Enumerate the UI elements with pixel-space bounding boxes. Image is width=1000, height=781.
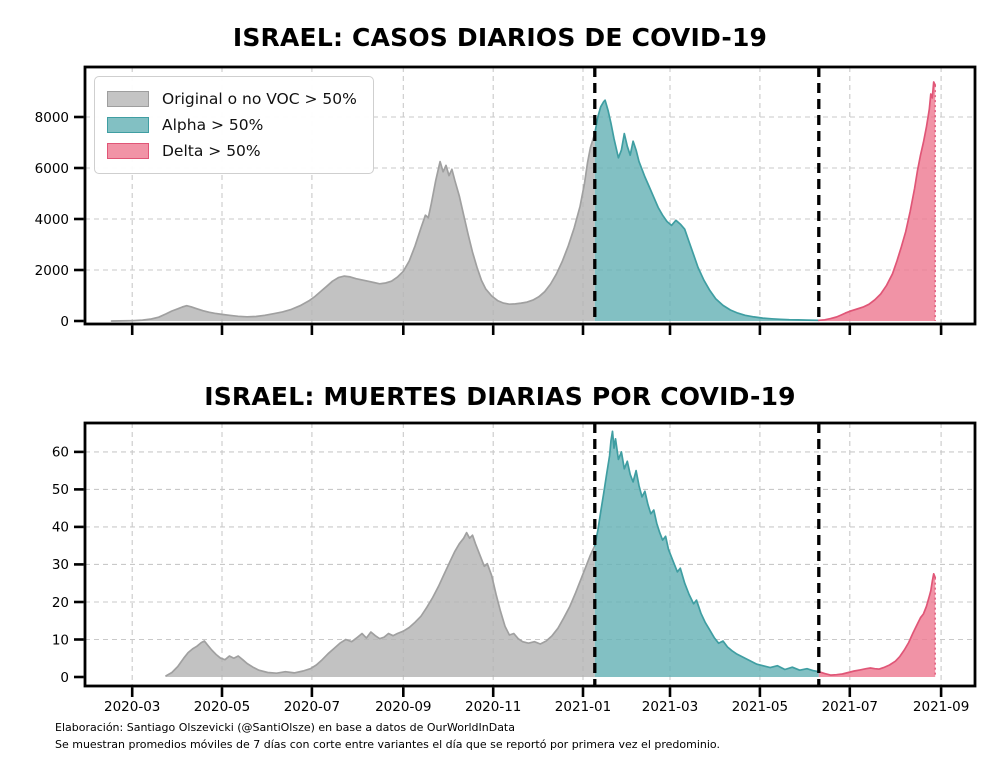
x-tick-label: 2020-09 <box>375 699 431 715</box>
x-tick-label: 2021-09 <box>913 699 969 715</box>
attribution-footer: Elaboración: Santiago Olszevicki (@Santi… <box>55 720 720 753</box>
y-tick-label: 50 <box>52 482 69 498</box>
legend-label-delta: Delta > 50% <box>162 142 261 160</box>
legend-item-original: Original o no VOC > 50% <box>107 86 357 112</box>
legend-item-delta: Delta > 50% <box>107 138 357 164</box>
x-tick-label: 2020-05 <box>194 699 250 715</box>
y-tick-label: 10 <box>52 632 69 648</box>
y-tick-label: 0 <box>60 314 69 330</box>
area-line-alpha <box>593 430 820 673</box>
chart1-title: ISRAEL: CASOS DIARIOS DE COVID-19 <box>232 23 768 52</box>
area-line-original <box>165 531 596 677</box>
x-tick-label: 2021-03 <box>642 699 698 715</box>
legend: Original o no VOC > 50% Alpha > 50% Delt… <box>94 76 374 174</box>
area-fill-original <box>166 532 595 677</box>
x-tick-label: 2021-07 <box>822 699 878 715</box>
legend-item-alpha: Alpha > 50% <box>107 112 357 138</box>
y-tick-label: 20 <box>52 595 69 611</box>
y-tick-label: 0 <box>60 670 69 686</box>
y-tick-label: 30 <box>52 557 69 573</box>
y-tick-label: 2000 <box>35 263 69 279</box>
x-tick-label: 2021-05 <box>732 699 788 715</box>
legend-label-original: Original o no VOC > 50% <box>162 90 357 108</box>
area-fill-delta <box>818 573 936 677</box>
plot-border <box>83 421 977 688</box>
area-fill-alpha <box>594 431 819 677</box>
legend-swatch-original <box>107 91 149 107</box>
legend-label-alpha: Alpha > 50% <box>162 116 264 134</box>
area-fill-delta <box>818 82 936 321</box>
chart2-title: ISRAEL: MUERTES DIARIAS POR COVID-19 <box>204 382 796 411</box>
x-tick-label: 2021-01 <box>555 699 611 715</box>
footer-line2: Se muestran promedios móviles de 7 días … <box>55 737 720 751</box>
footer-line1: Elaboración: Santiago Olszevicki (@Santi… <box>55 721 515 734</box>
legend-swatch-alpha <box>107 117 149 133</box>
legend-swatch-delta <box>107 143 149 159</box>
y-tick-label: 4000 <box>35 212 69 228</box>
area-fill-original <box>111 133 595 321</box>
y-tick-label: 8000 <box>35 110 69 126</box>
plot-border <box>83 65 977 326</box>
area-fill-alpha <box>594 100 819 321</box>
x-tick-label: 2020-07 <box>284 699 340 715</box>
area-line-alpha <box>593 99 820 322</box>
area-line-delta <box>817 81 937 322</box>
x-tick-label: 2020-03 <box>104 699 160 715</box>
y-tick-label: 6000 <box>35 161 69 177</box>
x-tick-label: 2020-11 <box>465 699 521 715</box>
area-line-original <box>110 132 596 322</box>
y-tick-label: 60 <box>52 445 69 461</box>
y-tick-label: 40 <box>52 520 69 536</box>
area-line-delta <box>817 572 937 676</box>
